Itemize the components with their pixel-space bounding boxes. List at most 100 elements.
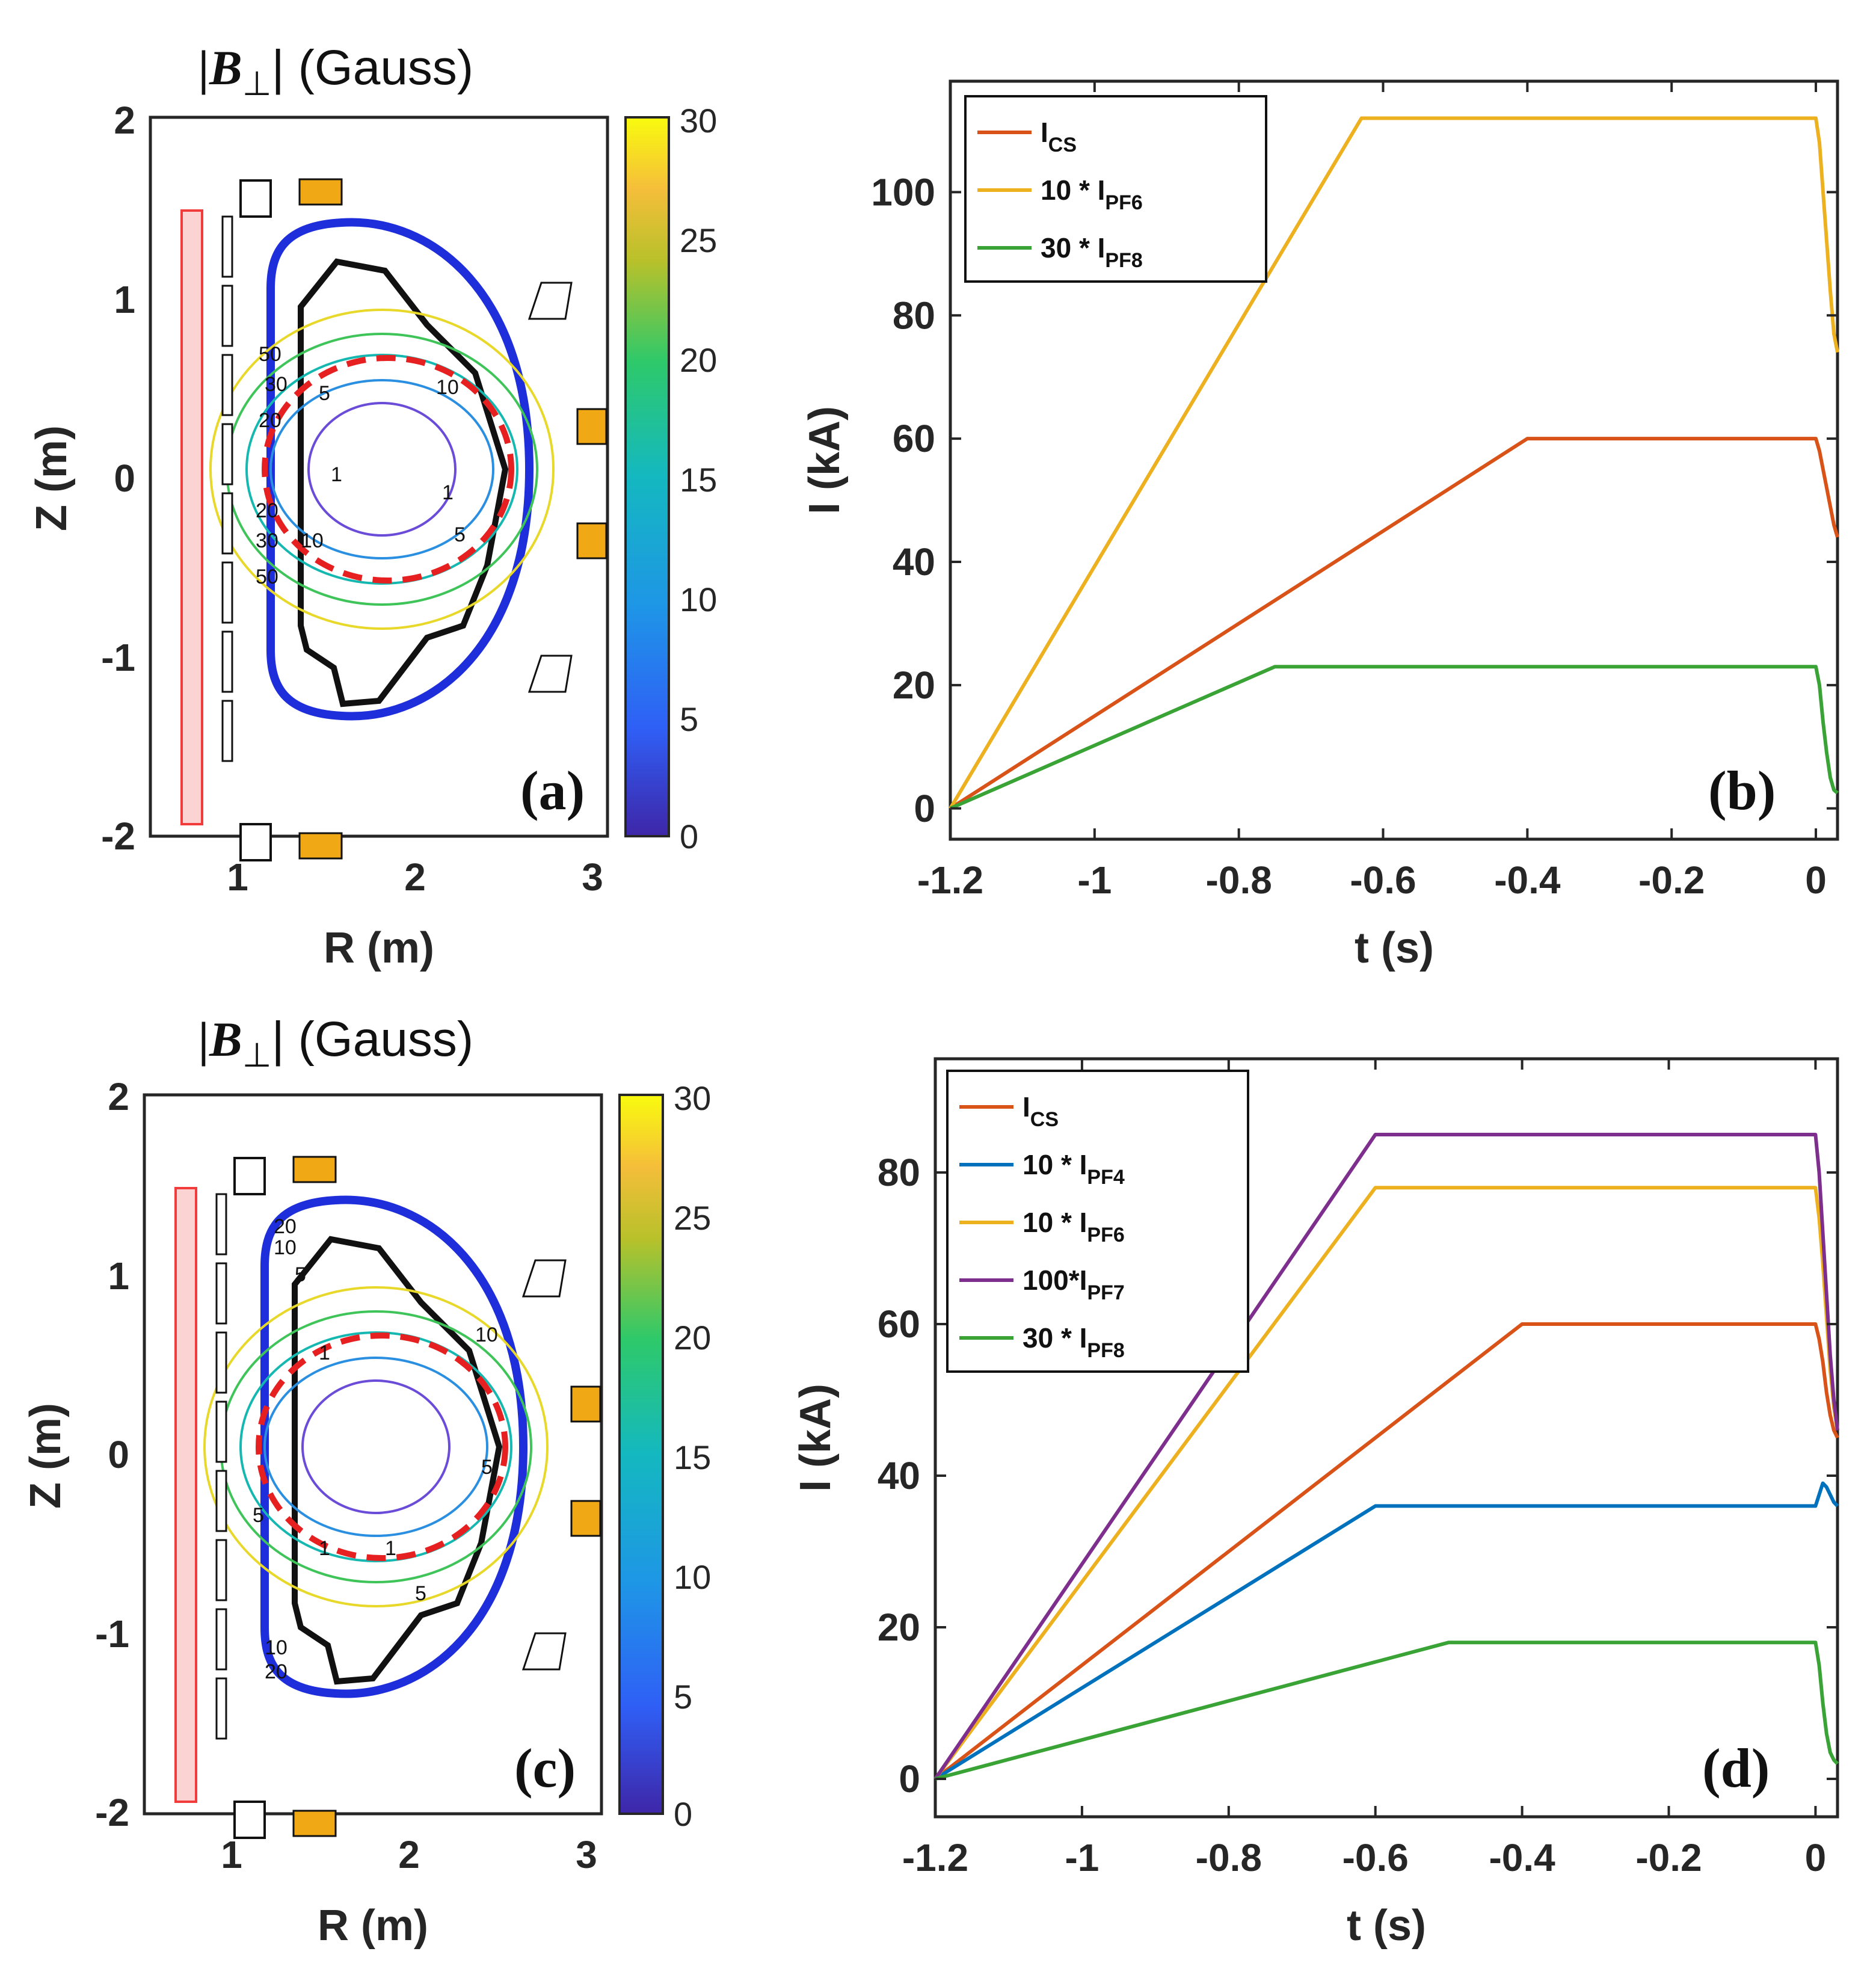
contour-label: 5 — [253, 1504, 264, 1527]
eq-c-xticks: 1 2 3 — [221, 1833, 597, 1876]
eq-c-yticks: 2 1 0 -1 -2 — [95, 1075, 129, 1834]
colorbar-tick: 5 — [674, 1678, 692, 1716]
contour-label: 1 — [385, 1537, 396, 1560]
eq-c-contour-labels: 20 10 5 1 1 1 5 5 10 20 5 10 — [253, 1215, 498, 1683]
contour-label: 20 — [259, 409, 281, 432]
ytick-label: 20 — [878, 1606, 920, 1649]
ytick-label: 40 — [878, 1454, 920, 1497]
panel-label-c: (c) — [514, 1737, 576, 1799]
eq-c-geometry — [176, 1157, 600, 1838]
colorbar-tick: 15 — [680, 461, 717, 499]
eq-a-colorbar-ticks: 30 25 20 15 10 5 0 — [680, 102, 717, 855]
contour-label: 50 — [256, 565, 278, 588]
colorbar-tick: 30 — [680, 102, 717, 140]
ytick-label: 80 — [878, 1151, 920, 1194]
eq-a-yticks: 2 1 0 -1 -2 — [101, 99, 135, 858]
ytick-label: 2 — [114, 99, 135, 142]
panel-label-a: (a) — [520, 760, 585, 821]
xtick-label: 1 — [227, 855, 248, 899]
xtick-label: -1 — [1065, 1836, 1099, 1879]
xtick-label: 1 — [221, 1833, 242, 1876]
current-chart-b: -1.2 -1 -0.8 -0.6 -0.4 -0.2 0 100 80 60 40 20 0 t (s… — [801, 79, 1839, 972]
chart-d-xlabel: t (s) — [1347, 1902, 1426, 1950]
colorbar-tick: 25 — [680, 221, 717, 259]
eq-c-ylabel: Z (m) — [22, 1403, 70, 1509]
contour-label: 1 — [331, 463, 342, 486]
contour-label: 5 — [415, 1582, 426, 1605]
contour-label: 20 — [265, 1660, 288, 1683]
series-line-cs — [949, 437, 1839, 810]
xtick-label: 0 — [1805, 858, 1827, 902]
ytick-label: 1 — [114, 278, 135, 321]
colorbar-tick: 20 — [680, 341, 717, 379]
ytick-label: 0 — [899, 1757, 920, 1801]
chart-b-xlabel: t (s) — [1355, 924, 1434, 972]
ytick-label: 0 — [914, 787, 935, 830]
ytick-label: 2 — [108, 1075, 129, 1118]
eq-a-xlabel: R (m) — [324, 924, 434, 972]
eq-a-title: |B⊥| (Gauss) — [198, 40, 473, 102]
ytick-label: 80 — [893, 294, 935, 337]
contour-label: 5 — [319, 382, 330, 405]
contour-label: 10 — [274, 1236, 297, 1259]
colorbar-tick: 20 — [674, 1319, 711, 1357]
colorbar-tick: 10 — [680, 581, 717, 618]
colorbar-tick: 30 — [674, 1079, 711, 1117]
legend-label: 30 * IPF8 — [1023, 1322, 1125, 1362]
contour-label: 1 — [442, 481, 454, 504]
equilibrium-panel-c: |B⊥| (Gauss) 20 10 5 1 1 1 5 5 10 20 5 1… — [22, 1012, 711, 1950]
legend-label: 100*IPF7 — [1023, 1265, 1125, 1304]
xtick-label: 3 — [582, 855, 603, 899]
legend-label: 10 * IPF6 — [1041, 174, 1143, 214]
panel-label-b: (b) — [1708, 760, 1776, 821]
ytick-label: 20 — [893, 664, 935, 707]
series-line-pf8 — [935, 1641, 1839, 1781]
xtick-label: -0.4 — [1489, 1836, 1555, 1879]
contour-label: 30 — [265, 373, 288, 396]
series-line-pf8 — [949, 665, 1839, 810]
contour-label: 10 — [265, 1636, 288, 1659]
ytick-label: 1 — [108, 1254, 129, 1298]
current-chart-d: -1.2 -1 -0.8 -0.6 -0.4 -0.2 0 80 60 40 20 0 t (s) I… — [792, 1057, 1839, 1950]
colorbar-tick: 0 — [674, 1795, 692, 1833]
eq-a-xticks: 1 2 3 — [227, 855, 603, 899]
eq-a-colorbar — [624, 116, 670, 837]
colorbar-tick: 25 — [674, 1199, 711, 1237]
xtick-label: -1 — [1077, 858, 1112, 902]
colorbar-tick: 15 — [674, 1438, 711, 1476]
eq-c-colorbar-ticks: 30 25 20 15 10 5 0 — [674, 1079, 711, 1833]
contour-label: 20 — [256, 499, 278, 522]
ytick-label: -1 — [101, 636, 135, 679]
eq-a-axes-box — [149, 116, 609, 838]
xtick-label: -1.2 — [917, 858, 983, 902]
chart-b-ylabel: I (kA) — [801, 406, 849, 514]
series-line-pf4 — [934, 1481, 1839, 1781]
series-line-pf6 — [949, 116, 1839, 810]
equilibrium-panel-a: |B⊥| (Gauss) 50 30 20 10 5 1 1 5 10 20 3… — [28, 40, 717, 972]
ytick-label: 0 — [108, 1433, 129, 1476]
legend-label: 30 * IPF8 — [1041, 232, 1143, 272]
colorbar-tick: 5 — [680, 700, 698, 738]
xtick-label: -0.8 — [1206, 858, 1272, 902]
contour-label: 5 — [481, 1456, 493, 1479]
xtick-label: 2 — [398, 1833, 420, 1876]
xtick-label: -0.8 — [1196, 1836, 1262, 1879]
chart-b-axes-box — [949, 79, 1839, 841]
eq-c-colorbar — [618, 1094, 664, 1815]
xtick-label: 2 — [404, 855, 426, 899]
ytick-label: 60 — [878, 1302, 920, 1346]
xtick-label: -1.2 — [902, 1836, 968, 1879]
xtick-label: -0.2 — [1635, 1836, 1702, 1879]
eq-a-geometry — [182, 179, 606, 860]
ytick-label: 40 — [893, 540, 935, 584]
legend-label: 10 * IPF6 — [1023, 1207, 1125, 1246]
contour-label: 1 — [319, 1537, 330, 1560]
eq-c-title: |B⊥| (Gauss) — [198, 1012, 473, 1074]
contour-label: 10 — [301, 529, 324, 552]
ytick-label: -1 — [95, 1612, 129, 1656]
contour-label: 10 — [475, 1323, 498, 1346]
series-line-pf7 — [933, 1133, 1839, 1780]
legend-label: ICS — [1023, 1091, 1059, 1131]
contour-label: 30 — [256, 529, 278, 552]
